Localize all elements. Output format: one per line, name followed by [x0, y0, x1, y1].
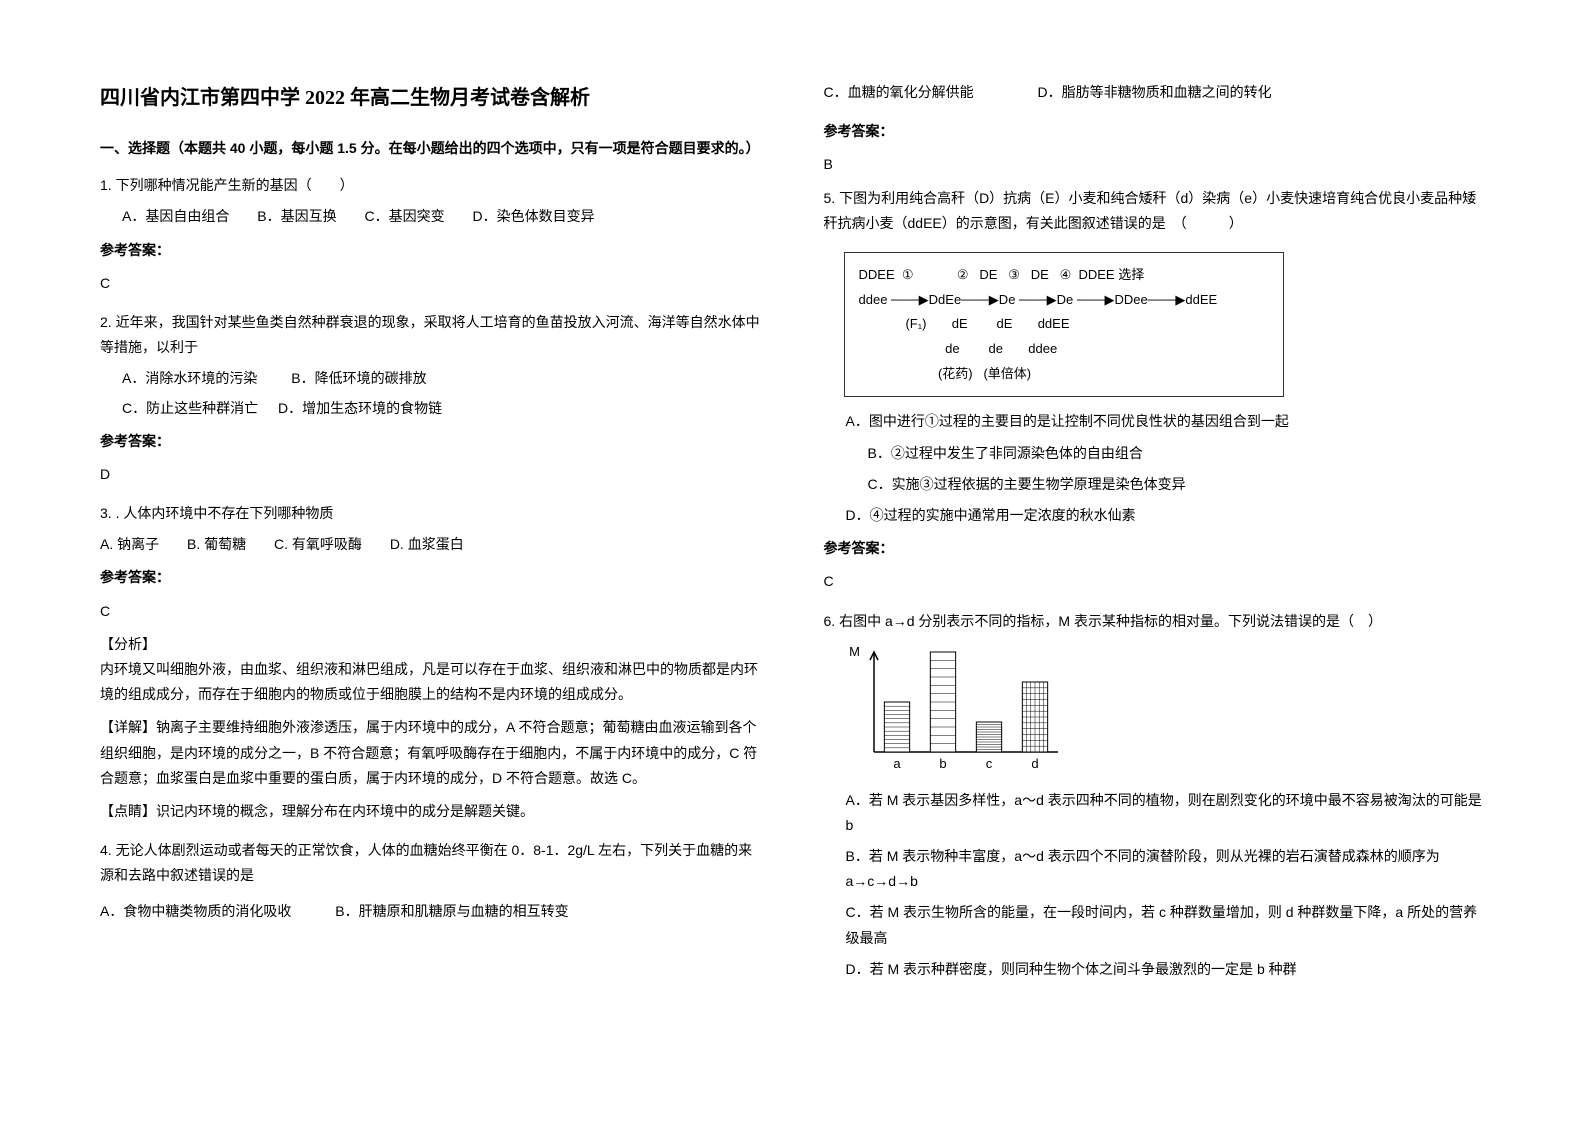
- q2-answer-label: 参考答案：: [100, 429, 764, 454]
- q4-answer-label: 参考答案：: [824, 119, 1488, 144]
- q4-answer: B: [824, 152, 1488, 177]
- q5-diagram-l2: ddee ───▶DdEe───▶De ───▶De ───▶DDee───▶d…: [859, 288, 1269, 313]
- question-3: 3. . 人体内环境中不存在下列哪种物质 A. 钠离子 B. 葡萄糖 C. 有氧…: [100, 501, 764, 824]
- q3-detail-label: 【详解】: [100, 719, 156, 735]
- q3-opt-a: A. 钠离子: [100, 536, 159, 552]
- q6-opt-a: A．若 M 表示基因多样性，a～d 表示四种不同的植物，则在剧烈变化的环境中最不…: [824, 788, 1488, 838]
- q2-options: A．消除水环境的污染 B．降低环境的碳排放 C．防止这些种群消亡 D．增加生态环…: [100, 366, 764, 420]
- question-2: 2. 近年来，我国针对某些鱼类自然种群衰退的现象，采取将人工培育的鱼苗投放入河流…: [100, 310, 764, 487]
- q3-analysis: 内环境又叫细胞外液，由血浆、组织液和淋巴组成，凡是可以存在于血浆、组织液和淋巴中…: [100, 657, 764, 707]
- q5-diagram-l3: (F₁) dE dE ddEE: [859, 312, 1269, 337]
- page-columns: 四川省内江市第四中学 2022 年高二生物月考试卷含解析 一、选择题（本题共 4…: [100, 80, 1487, 996]
- q5-diagram: DDEE ① ② DE ③ DE ④ DDEE 选择 ddee ───▶DdEe…: [844, 252, 1284, 397]
- q2-opt-b: B．降低环境的碳排放: [291, 366, 426, 391]
- q1-opt-c: C．基因突变: [364, 208, 444, 224]
- q4-options-row2: C．血糖的氧化分解供能 D．脂肪等非糖物质和血糖之间的转化: [824, 80, 1488, 105]
- q3-text: 3. . 人体内环境中不存在下列哪种物质: [100, 501, 764, 526]
- question-4: 4. 无论人体剧烈运动或者每天的正常饮食，人体的血糖始终平衡在 0．8-1．2g…: [100, 838, 764, 924]
- q3-answer-label: 参考答案：: [100, 565, 764, 590]
- q1-text: 1. 下列哪种情况能产生新的基因（ ）: [100, 173, 764, 198]
- q6-bar-chart: Ma b c d: [844, 644, 1488, 774]
- q6-opt-d: D．若 M 表示种群密度，则同种生物个体之间斗争最激烈的一定是 b 种群: [824, 957, 1488, 982]
- q4-opt-b: B．肝糖原和肌糖原与血糖的相互转变: [335, 903, 568, 919]
- q5-answer: C: [824, 569, 1488, 594]
- question-6: 6. 右图中 a→d 分别表示不同的指标，M 表示某种指标的相对量。下列说法错误…: [824, 609, 1488, 983]
- q5-opt-d: D．④过程的实施中通常用一定浓度的秋水仙素: [824, 503, 1488, 528]
- q6-opt-b: B．若 M 表示物种丰富度，a～d 表示四个不同的演替阶段，则从光裸的岩石演替成…: [824, 844, 1488, 894]
- right-column: C．血糖的氧化分解供能 D．脂肪等非糖物质和血糖之间的转化 参考答案： B 5.…: [824, 80, 1488, 996]
- q6-text: 6. 右图中 a→d 分别表示不同的指标，M 表示某种指标的相对量。下列说法错误…: [824, 609, 1488, 634]
- q5-text: 5. 下图为利用纯合高秆（D）抗病（E）小麦和纯合矮秆（d）染病（e）小麦快速培…: [824, 186, 1488, 236]
- q6-opt-c: C．若 M 表示生物所含的能量，在一段时间内，若 c 种群数量增加，则 d 种群…: [824, 900, 1488, 950]
- q3-answer: C: [100, 599, 764, 624]
- svg-text:a: a: [893, 756, 901, 771]
- q3-options: A. 钠离子 B. 葡萄糖 C. 有氧呼吸酶 D. 血浆蛋白: [100, 532, 764, 557]
- q3-opt-c: C. 有氧呼吸酶: [274, 536, 362, 552]
- svg-text:c: c: [985, 756, 992, 771]
- q5-opt-c: C．实施③过程依据的主要生物学原理是染色体变异: [824, 472, 1488, 497]
- q4-opt-c: C．血糖的氧化分解供能: [824, 80, 974, 105]
- q4-text: 4. 无论人体剧烈运动或者每天的正常饮食，人体的血糖始终平衡在 0．8-1．2g…: [100, 838, 764, 888]
- q3-point-text: 识记内环境的概念，理解分布在内环境中的成分是解题关键。: [156, 803, 534, 819]
- q5-diagram-l4: de de ddee: [859, 337, 1269, 362]
- q3-analysis-label: 【分析】: [100, 632, 764, 657]
- document-title: 四川省内江市第四中学 2022 年高二生物月考试卷含解析: [100, 80, 764, 116]
- question-1: 1. 下列哪种情况能产生新的基因（ ） A．基因自由组合 B．基因互换 C．基因…: [100, 173, 764, 296]
- q4-opt-d: D．脂肪等非糖物质和血糖之间的转化: [1038, 80, 1272, 105]
- q1-answer: C: [100, 271, 764, 296]
- q3-point: 【点睛】识记内环境的概念，理解分布在内环境中的成分是解题关键。: [100, 799, 764, 824]
- q1-options: A．基因自由组合 B．基因互换 C．基因突变 D．染色体数目变异: [100, 204, 764, 229]
- q1-answer-label: 参考答案：: [100, 238, 764, 263]
- q2-opt-d: D．增加生态环境的食物链: [278, 396, 442, 421]
- q1-opt-a: A．基因自由组合: [122, 208, 229, 224]
- svg-text:d: d: [1031, 756, 1038, 771]
- q5-diagram-l5: (花药) (单倍体): [859, 362, 1269, 387]
- q6-chart-svg: Ma b c d: [844, 644, 1064, 774]
- q2-opt-a: A．消除水环境的污染: [122, 366, 257, 391]
- q4-opt-a: A．食物中糖类物质的消化吸收: [100, 903, 291, 919]
- q2-opt-c: C．防止这些种群消亡: [122, 396, 258, 421]
- q5-opt-a: A．图中进行①过程的主要目的是让控制不同优良性状的基因组合到一起: [824, 409, 1488, 434]
- q1-opt-d: D．染色体数目变异: [472, 208, 594, 224]
- q3-point-label: 【点睛】: [100, 803, 156, 819]
- left-column: 四川省内江市第四中学 2022 年高二生物月考试卷含解析 一、选择题（本题共 4…: [100, 80, 764, 996]
- svg-text:b: b: [939, 756, 946, 771]
- q5-opt-b: B．②过程中发生了非同源染色体的自由组合: [824, 441, 1488, 466]
- q2-text: 2. 近年来，我国针对某些鱼类自然种群衰退的现象，采取将人工培育的鱼苗投放入河流…: [100, 310, 764, 360]
- q5-diagram-l1: DDEE ① ② DE ③ DE ④ DDEE 选择: [859, 263, 1269, 288]
- q5-answer-label: 参考答案：: [824, 536, 1488, 561]
- q2-answer: D: [100, 462, 764, 487]
- svg-text:M: M: [849, 644, 860, 659]
- section-header: 一、选择题（本题共 40 小题，每小题 1.5 分。在每小题给出的四个选项中，只…: [100, 136, 764, 161]
- q3-detail-text: 钠离子主要维持细胞外液渗透压，属于内环境中的成分，A 不符合题意；葡萄糖由血液运…: [100, 719, 757, 785]
- q3-opt-d: D. 血浆蛋白: [390, 536, 464, 552]
- q3-opt-b: B. 葡萄糖: [187, 536, 246, 552]
- q1-opt-b: B．基因互换: [257, 208, 336, 224]
- q3-detail: 【详解】钠离子主要维持细胞外液渗透压，属于内环境中的成分，A 不符合题意；葡萄糖…: [100, 715, 764, 791]
- question-5: 5. 下图为利用纯合高秆（D）抗病（E）小麦和纯合矮秆（d）染病（e）小麦快速培…: [824, 186, 1488, 595]
- q4-options-row1: A．食物中糖类物质的消化吸收 B．肝糖原和肌糖原与血糖的相互转变: [100, 899, 764, 924]
